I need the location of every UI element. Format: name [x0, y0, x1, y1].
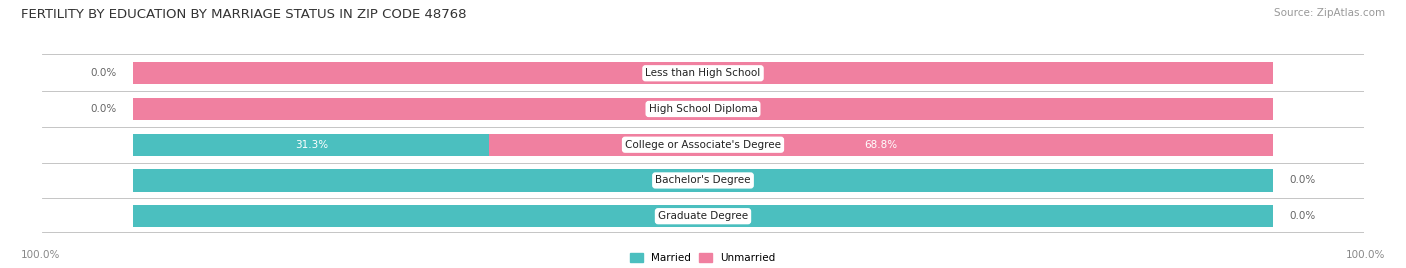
Text: 100.0%: 100.0%: [683, 211, 723, 221]
Bar: [134, 205, 1272, 227]
Bar: [134, 205, 1272, 227]
Text: 100.0%: 100.0%: [21, 250, 60, 260]
Bar: [134, 169, 1272, 192]
Text: FERTILITY BY EDUCATION BY MARRIAGE STATUS IN ZIP CODE 48768: FERTILITY BY EDUCATION BY MARRIAGE STATU…: [21, 8, 467, 21]
Text: 68.8%: 68.8%: [865, 140, 897, 150]
Bar: [489, 134, 1272, 156]
Text: 0.0%: 0.0%: [1289, 211, 1316, 221]
Text: 100.0%: 100.0%: [1346, 250, 1385, 260]
Legend: Married, Unmarried: Married, Unmarried: [630, 253, 776, 263]
Text: 100.0%: 100.0%: [683, 176, 723, 185]
Bar: [134, 98, 1272, 120]
Bar: [134, 98, 1272, 120]
Text: Less than High School: Less than High School: [645, 68, 761, 78]
Bar: [134, 62, 1272, 84]
Text: 31.3%: 31.3%: [295, 140, 328, 150]
Bar: [134, 62, 1272, 84]
Text: College or Associate's Degree: College or Associate's Degree: [626, 140, 780, 150]
Bar: [134, 134, 489, 156]
Text: 100.0%: 100.0%: [683, 68, 723, 78]
Text: 0.0%: 0.0%: [90, 68, 117, 78]
Bar: [134, 134, 1272, 156]
Text: Graduate Degree: Graduate Degree: [658, 211, 748, 221]
Text: High School Diploma: High School Diploma: [648, 104, 758, 114]
Text: Source: ZipAtlas.com: Source: ZipAtlas.com: [1274, 8, 1385, 18]
Text: 0.0%: 0.0%: [90, 104, 117, 114]
Text: 100.0%: 100.0%: [683, 104, 723, 114]
Text: Bachelor's Degree: Bachelor's Degree: [655, 176, 751, 185]
Bar: [134, 169, 1272, 192]
Text: 0.0%: 0.0%: [1289, 176, 1316, 185]
